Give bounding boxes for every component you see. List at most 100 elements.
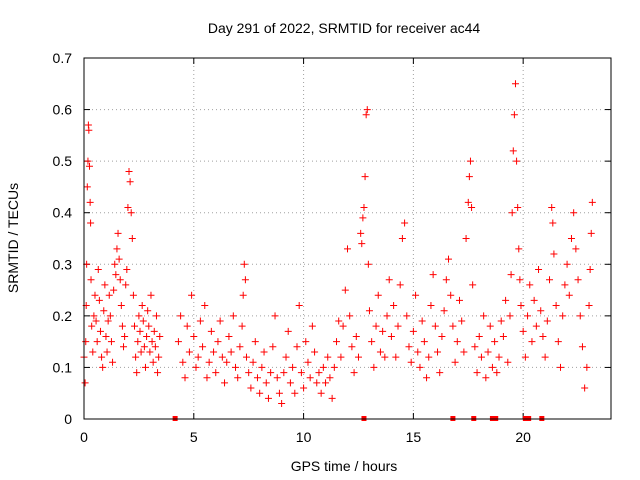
data-point xyxy=(223,358,231,366)
data-point xyxy=(81,379,89,387)
data-point xyxy=(434,348,442,356)
data-point xyxy=(311,348,319,356)
data-point xyxy=(304,358,312,366)
y-tick-label: 0.7 xyxy=(53,50,73,66)
data-point xyxy=(192,363,200,371)
data-point xyxy=(537,307,545,315)
data-point xyxy=(297,369,305,377)
data-point xyxy=(514,204,522,212)
data-point xyxy=(561,281,569,289)
data-point xyxy=(326,374,334,382)
data-point xyxy=(262,379,270,387)
data-point xyxy=(543,317,551,325)
data-point xyxy=(477,353,485,361)
data-point xyxy=(587,229,595,237)
data-point xyxy=(89,348,97,356)
data-point xyxy=(110,286,118,294)
data-point xyxy=(548,204,556,212)
data-point xyxy=(96,327,104,335)
data-point xyxy=(516,276,524,284)
data-point xyxy=(528,338,536,346)
data-point xyxy=(473,369,481,377)
data-point xyxy=(269,343,277,351)
data-point xyxy=(491,338,499,346)
data-point xyxy=(190,332,198,340)
data-point xyxy=(177,312,185,320)
data-point xyxy=(306,374,314,382)
data-point xyxy=(232,363,240,371)
data-point xyxy=(502,296,510,304)
data-point xyxy=(322,379,330,387)
data-point xyxy=(509,147,517,155)
data-point xyxy=(546,276,554,284)
data-point xyxy=(383,312,391,320)
data-point xyxy=(203,374,211,382)
data-point xyxy=(460,348,468,356)
data-point xyxy=(458,317,466,325)
data-point xyxy=(583,363,591,371)
data-point xyxy=(125,167,133,175)
data-point xyxy=(308,322,316,330)
data-point xyxy=(267,369,275,377)
data-point xyxy=(585,302,593,310)
data-point xyxy=(357,229,365,237)
data-point xyxy=(532,322,540,330)
data-point xyxy=(121,332,129,340)
data-point xyxy=(286,379,294,387)
data-point xyxy=(396,281,404,289)
data-point xyxy=(374,291,382,299)
data-point xyxy=(581,384,589,392)
data-point xyxy=(567,235,575,242)
data-point xyxy=(113,245,121,253)
data-point xyxy=(570,209,578,217)
data-point xyxy=(572,245,580,253)
data-point xyxy=(524,312,532,320)
data-point xyxy=(131,322,139,330)
data-point xyxy=(240,260,248,268)
data-point xyxy=(258,363,266,371)
data-point xyxy=(486,322,494,330)
data-point xyxy=(510,111,518,119)
data-point xyxy=(381,353,389,361)
data-point xyxy=(196,317,204,325)
data-point xyxy=(85,162,93,170)
data-point xyxy=(493,369,501,377)
data-point xyxy=(149,358,157,366)
data-point xyxy=(188,291,196,299)
x-tick-label: 0 xyxy=(80,429,88,445)
data-point xyxy=(99,363,107,371)
data-point xyxy=(136,327,144,335)
data-point xyxy=(241,276,249,284)
data-point xyxy=(438,332,446,340)
data-point xyxy=(205,358,213,366)
data-point xyxy=(212,369,220,377)
data-point xyxy=(145,322,153,330)
x-axis-label: GPS time / hours xyxy=(291,458,398,474)
data-point xyxy=(95,296,103,304)
data-point xyxy=(302,338,310,346)
data-point xyxy=(201,302,209,310)
data-point xyxy=(407,358,415,366)
data-point xyxy=(128,235,136,242)
data-point xyxy=(221,379,229,387)
data-point xyxy=(293,343,301,351)
data-point xyxy=(436,369,444,377)
data-point xyxy=(398,235,406,242)
data-point xyxy=(179,358,187,366)
data-point xyxy=(138,302,146,310)
data-point xyxy=(319,363,327,371)
data-point xyxy=(341,286,349,294)
data-point xyxy=(245,369,253,377)
data-point xyxy=(335,317,343,325)
data-point xyxy=(152,312,160,320)
data-point xyxy=(455,296,463,304)
data-point xyxy=(337,353,345,361)
data-point xyxy=(556,363,564,371)
data-point xyxy=(495,353,503,361)
data-point xyxy=(519,327,527,335)
data-point xyxy=(88,322,96,330)
data-point xyxy=(155,353,163,361)
data-point xyxy=(295,302,303,310)
